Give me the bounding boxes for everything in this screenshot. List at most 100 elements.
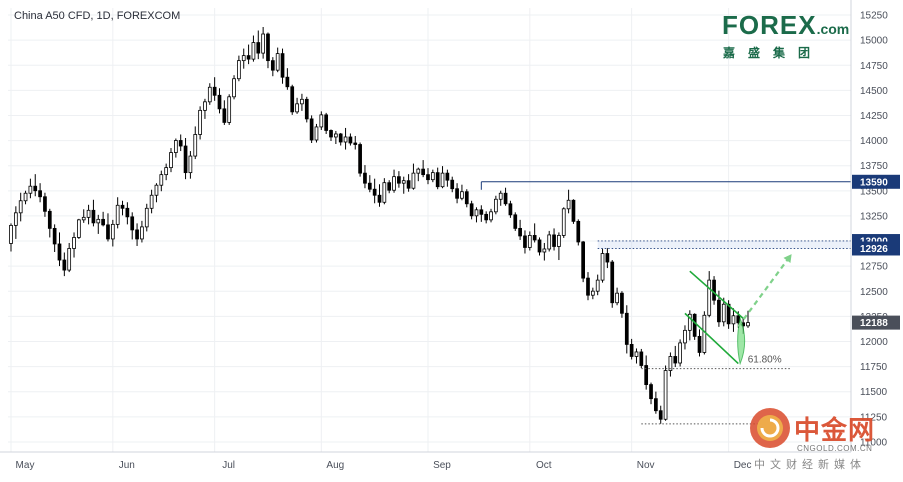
candle-body: [28, 185, 33, 194]
candlestick-series: [9, 26, 750, 424]
candle-body: [571, 199, 576, 222]
candle: [697, 329, 702, 357]
candle: [183, 137, 188, 180]
candle-body: [159, 174, 164, 186]
y-tick-label: 12750: [860, 262, 888, 273]
candle-body: [406, 180, 411, 189]
candle: [149, 189, 154, 214]
candle: [605, 247, 610, 269]
candle-body: [527, 235, 532, 248]
candle-body: [232, 78, 236, 98]
candle-body: [692, 313, 697, 337]
candle: [246, 44, 251, 65]
candle: [251, 35, 256, 62]
candle: [513, 212, 518, 231]
candle: [57, 232, 62, 267]
candle-body: [717, 299, 721, 323]
candle-body: [624, 312, 629, 345]
y-tick-label: 13500: [860, 186, 888, 197]
candle: [348, 133, 353, 146]
candle-body: [435, 172, 440, 188]
candle: [527, 231, 532, 251]
candle-body: [372, 188, 377, 196]
candle-body: [334, 133, 338, 138]
candle-body: [237, 60, 241, 80]
cngold-logo-icon: [750, 408, 790, 448]
y-tick-label: 11500: [860, 387, 888, 398]
candle-body: [246, 55, 251, 60]
candle-body: [464, 191, 469, 205]
candle-body: [377, 194, 382, 203]
candle-body: [590, 290, 595, 296]
candle-body: [401, 180, 406, 184]
candle-body: [581, 241, 585, 279]
candle-body: [518, 227, 522, 237]
watermark-cn: 中金网: [794, 416, 876, 446]
candle: [571, 199, 576, 224]
candle-body: [532, 235, 537, 241]
y-tick-label: 14500: [860, 86, 888, 97]
y-tick-label: 15250: [860, 11, 888, 22]
candle-body: [726, 303, 731, 325]
candle: [9, 223, 13, 252]
candle: [450, 176, 455, 193]
candle-body: [343, 136, 348, 143]
candle: [256, 30, 261, 60]
candle-body: [227, 96, 232, 123]
candle-body: [382, 182, 387, 203]
candle: [86, 204, 91, 225]
candle-body: [203, 101, 207, 111]
candle: [144, 203, 149, 232]
candle-body: [397, 176, 401, 184]
candle-body: [188, 155, 193, 174]
candle-body: [430, 172, 435, 181]
candle: [561, 207, 566, 238]
y-tick-label: 12000: [860, 337, 888, 348]
candle: [363, 165, 367, 189]
candle-body: [440, 172, 445, 188]
candle: [620, 291, 624, 318]
candle: [304, 96, 309, 123]
fib-label: 61.80%: [748, 355, 782, 366]
candle-body: [309, 118, 314, 141]
candle: [178, 134, 183, 152]
candle-body: [649, 384, 653, 400]
candle-body: [222, 108, 227, 123]
candle-body: [445, 172, 450, 181]
candle: [552, 228, 556, 251]
candle-body: [450, 179, 455, 190]
candle-body: [455, 188, 459, 199]
candle-body: [595, 279, 600, 292]
candle: [484, 211, 489, 224]
candle-body: [421, 168, 425, 176]
candle-body: [644, 365, 649, 385]
candle: [508, 200, 513, 218]
candle: [110, 219, 115, 247]
candle: [649, 382, 653, 405]
y-tick-label: 12500: [860, 287, 888, 298]
candle: [188, 151, 193, 179]
candle: [644, 355, 649, 390]
channel-upper-line: [689, 270, 744, 319]
price-label-12926: 12926: [852, 241, 900, 256]
candle: [232, 75, 236, 100]
watermark-en: CNGOLD.COM.CN: [797, 444, 873, 453]
candle: [479, 205, 484, 222]
price-label-text: 12188: [860, 318, 888, 329]
candle-body: [392, 176, 396, 191]
candle: [295, 97, 299, 114]
candle: [319, 111, 324, 130]
candle: [455, 183, 459, 204]
candle-body: [198, 109, 202, 135]
candle: [237, 55, 241, 82]
candle: [392, 169, 396, 193]
candle-body: [498, 192, 503, 200]
x-tick-label: Aug: [326, 460, 344, 471]
candle-body: [290, 86, 295, 113]
candle: [266, 32, 270, 69]
price-label-bg: [852, 241, 900, 256]
candle-body: [266, 33, 270, 62]
candle: [397, 171, 401, 188]
candle: [28, 178, 33, 199]
